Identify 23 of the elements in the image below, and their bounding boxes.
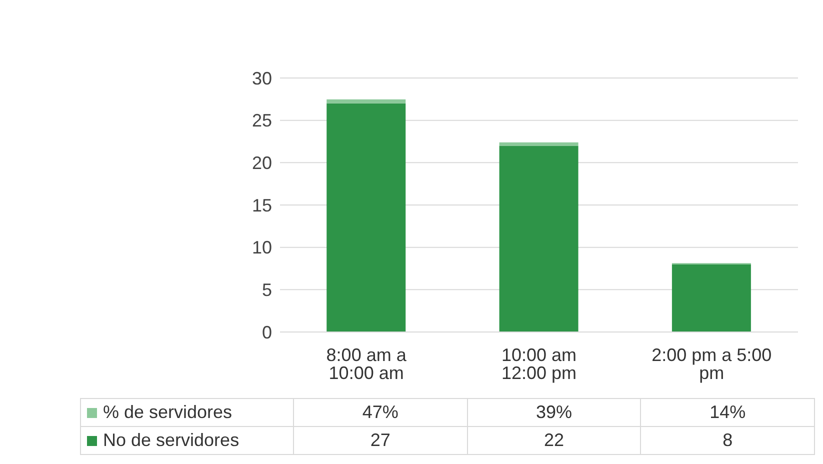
legend-label: % de servidores bbox=[80, 398, 294, 426]
y-tick-label: 5 bbox=[262, 280, 272, 300]
bar bbox=[499, 142, 578, 146]
x-tick-label: 2:00 pm a 5:00 pm bbox=[652, 344, 772, 383]
x-tick-label: 8:00 am a 10:00 am bbox=[326, 344, 408, 383]
bar bbox=[672, 264, 751, 332]
x-tick-label: 10:00 am 12:00 pm bbox=[501, 344, 577, 383]
data-label: 22 bbox=[467, 426, 641, 454]
bar bbox=[326, 99, 406, 104]
bar bbox=[326, 103, 406, 332]
y-tick-label: 15 bbox=[252, 195, 272, 216]
y-tick-label: 25 bbox=[252, 110, 272, 131]
data-label: 39% bbox=[467, 398, 641, 426]
legend-label: No de servidores bbox=[80, 426, 294, 454]
bar bbox=[499, 146, 578, 332]
y-tick-label: 20 bbox=[252, 153, 272, 174]
y-tick-label: 0 bbox=[262, 322, 272, 342]
data-label: 8 bbox=[640, 426, 814, 454]
data-label: 47% bbox=[294, 398, 468, 426]
y-tick-label: 30 bbox=[252, 68, 272, 88]
y-tick-label: 10 bbox=[252, 238, 272, 258]
data-label: 27 bbox=[294, 426, 468, 454]
data-label: 14% bbox=[640, 398, 814, 426]
